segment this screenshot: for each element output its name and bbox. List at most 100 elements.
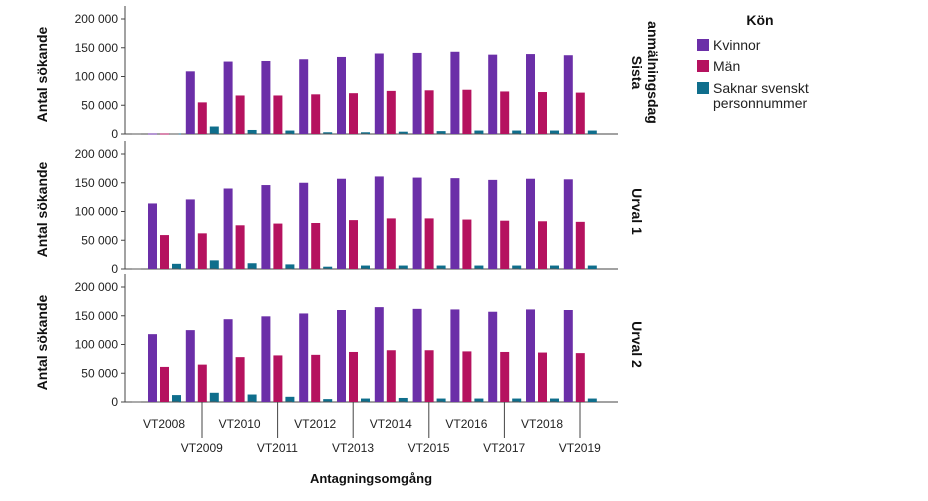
x-tick-label: VT2013 [332,441,374,455]
bar [412,52,422,134]
facet-label: anmälningsdag [645,21,661,124]
bar [563,179,573,269]
y-tick-label: 200 000 [75,147,119,161]
bar [424,350,434,402]
bar [148,334,157,402]
bar [185,71,195,134]
bar [261,60,271,134]
bar [398,265,408,269]
bar [273,95,283,134]
bar [550,130,559,134]
x-axis-label: Antagningsomgång [310,471,432,486]
x-tick-label: VT2014 [370,417,412,431]
bar [285,264,295,269]
bar [285,130,295,134]
bar [412,177,422,269]
legend-swatch [697,39,709,51]
bar [223,61,233,134]
legend-title: Kön [746,12,773,28]
x-tick-label: VT2011 [257,441,298,455]
legend-label: Män [713,58,740,74]
bar [500,351,510,402]
bar [462,219,472,269]
x-tick-label: VT2008 [143,417,185,431]
bar [349,351,358,402]
bar [474,265,484,269]
bar [197,233,207,269]
bar [386,90,396,134]
bar [299,59,309,134]
x-tick-label: VT2016 [445,417,487,431]
bar [500,91,510,134]
bar [337,310,346,402]
y-axis-label: Antal sökande [34,161,50,257]
bar [488,179,498,269]
bar [172,263,181,269]
bar [575,92,585,134]
y-axis-label: Antal sökande [34,294,50,390]
legend-label: personnummer [713,95,807,111]
y-tick-label: 0 [111,127,118,141]
bar [398,131,408,134]
x-tick-label: VT2012 [294,417,336,431]
bar [172,395,181,402]
bar [361,398,370,402]
x-tick-label: VT2017 [483,441,525,455]
bar [575,221,585,269]
legend-label: Saknar svenskt [713,80,809,96]
bar [512,265,522,269]
bar [526,178,535,269]
bar [247,129,257,134]
bar [374,176,384,269]
bar [197,102,207,134]
bar [526,54,535,135]
bar [538,352,547,402]
y-tick-label: 200 000 [75,12,119,26]
bar [285,396,295,402]
bar [311,354,321,402]
bar [462,89,472,134]
bar [209,260,219,269]
bar [436,398,446,402]
bar [412,308,422,402]
bar [575,353,585,402]
bar [311,94,321,134]
bar [261,185,271,269]
y-tick-label: 100 000 [75,70,119,84]
bar [587,398,597,402]
bar [361,132,370,134]
legend-label: Kvinnor [713,37,761,53]
bar [323,132,333,134]
bar [299,182,309,269]
bar [185,330,195,402]
bar [488,54,498,134]
y-tick-label: 0 [111,395,118,409]
facet-label: Urval 1 [629,188,645,235]
bar [247,394,257,402]
bar [450,51,460,134]
bar [488,311,498,402]
bar [235,357,245,402]
bar [526,309,535,402]
bar [160,366,169,402]
bar [273,355,283,402]
bar [512,398,522,402]
bar [450,178,460,269]
y-tick-label: 100 000 [75,205,119,219]
y-tick-label: 200 000 [75,280,119,294]
bar [538,92,547,134]
x-tick-label: VT2015 [408,441,450,455]
bar [386,350,396,402]
x-tick-label: VT2018 [521,417,563,431]
bar [474,398,484,402]
bar [374,53,384,134]
bar [500,220,510,269]
bar [436,131,446,134]
bar [424,90,434,134]
bar [185,199,195,269]
bar [299,313,309,402]
bar [374,307,384,402]
y-tick-label: 50 000 [81,98,118,112]
bar [223,188,233,269]
bar [386,218,396,269]
